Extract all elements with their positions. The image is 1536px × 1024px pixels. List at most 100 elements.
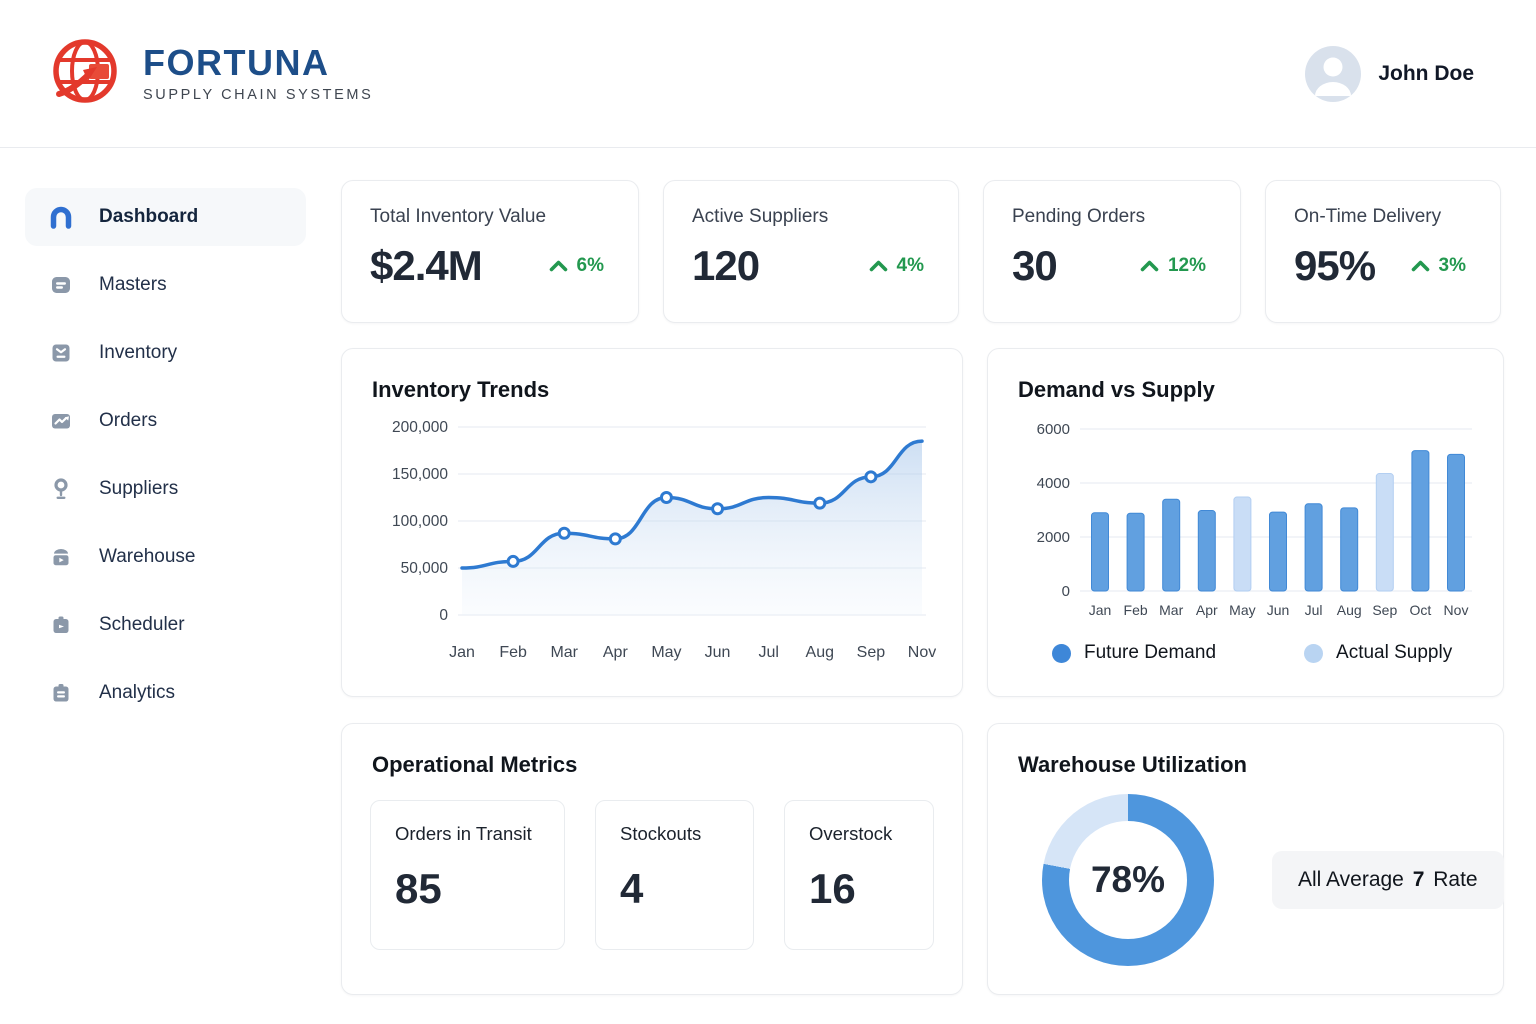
- kpi-card-pending-orders: Pending Orders 30 12%: [983, 180, 1241, 323]
- user-name: John Doe: [1378, 61, 1474, 85]
- svg-text:Jun: Jun: [1267, 602, 1290, 618]
- sidebar-item-label: Inventory: [99, 342, 178, 363]
- metric-label: Orders in Transit: [395, 823, 532, 844]
- sidebar-item-label: Analytics: [99, 682, 176, 703]
- suppliers-icon: [49, 477, 73, 501]
- svg-text:Oct: Oct: [1410, 602, 1432, 618]
- svg-text:Sep: Sep: [857, 644, 886, 661]
- chart-title: Inventory Trends: [372, 377, 550, 402]
- note-value: 7: [1412, 868, 1425, 891]
- metric-value: 16: [808, 865, 856, 912]
- svg-text:4000: 4000: [1037, 475, 1070, 492]
- note-suffix: Rate: [1433, 868, 1478, 891]
- svg-text:Aug: Aug: [806, 644, 834, 661]
- globe-arrow-logo-icon: [45, 31, 125, 116]
- chart-title: Warehouse Utilization: [1018, 752, 1247, 777]
- svg-text:Jun: Jun: [705, 644, 731, 661]
- inventory-trends-card: Inventory Trends 0 50,000 100,000 150,000 20…: [341, 348, 963, 697]
- kpi-label: On-Time Delivery: [1294, 206, 1442, 227]
- sidebar-item-suppliers[interactable]: Suppliers: [25, 460, 306, 518]
- svg-text:6000: 6000: [1037, 421, 1070, 438]
- svg-text:Feb: Feb: [1124, 602, 1148, 618]
- kpi-card-total-inventory-value: Total Inventory Value $2.4M 6%: [341, 180, 639, 323]
- future-demand-dot-icon: [1052, 643, 1071, 663]
- avatar[interactable]: [1305, 45, 1362, 102]
- kpi-value: 120: [692, 242, 760, 289]
- svg-text:200,000: 200,000: [392, 419, 448, 436]
- legend-item-future-demand: Future Demand: [1052, 642, 1216, 664]
- kpi-card-active-suppliers: Active Suppliers 120 4%: [663, 180, 959, 323]
- brand-text: FORTUNA SUPPLY CHAIN SYSTEMS: [143, 41, 374, 103]
- kpi-change-value: 4%: [896, 255, 924, 276]
- kpi-change-value: 3%: [1438, 255, 1466, 276]
- svg-text:2000: 2000: [1037, 529, 1070, 546]
- sidebar-item-warehouse[interactable]: Warehouse: [25, 528, 306, 586]
- sidebar-item-orders[interactable]: Orders: [25, 392, 306, 450]
- svg-text:May: May: [1229, 602, 1255, 618]
- metric-label: Overstock: [808, 823, 893, 844]
- kpi-change-value: 12%: [1167, 255, 1206, 276]
- trend-up-icon: [1411, 260, 1429, 272]
- svg-text:Sep: Sep: [1372, 602, 1397, 618]
- metric-box-stockouts: Stockouts 4: [595, 800, 754, 950]
- svg-text:50,000: 50,000: [401, 560, 449, 577]
- orders-icon: [49, 409, 73, 433]
- metric-box-orders-in-transit: Orders in Transit 85: [370, 800, 565, 950]
- demand-vs-supply-bar-chart: 0 2000 4000 6000 Jan Feb Mar Apr May Jun Jul Aug Sep…: [1037, 421, 1472, 618]
- warehouse-icon: [49, 545, 73, 569]
- utilization-note-pill: All Average 7 Rate: [1272, 851, 1504, 909]
- svg-text:Mar: Mar: [550, 644, 578, 661]
- svg-text:150,000: 150,000: [392, 466, 448, 483]
- sidebar-item-inventory[interactable]: Inventory: [25, 324, 306, 382]
- kpi-label: Total Inventory Value: [370, 206, 547, 227]
- svg-text:Nov: Nov: [908, 644, 936, 661]
- kpi-change-badge: 12%: [1139, 255, 1206, 277]
- svg-text:Nov: Nov: [1444, 602, 1469, 618]
- sidebar-item-dashboard[interactable]: Dashboard: [25, 188, 306, 246]
- trend-up-icon: [549, 260, 567, 272]
- trend-up-icon: [869, 260, 887, 272]
- inventory-trends-line-chart: 0 50,000 100,000 150,000 200,000 Jan Feb Mar Apr…: [392, 419, 936, 661]
- user-menu[interactable]: John Doe: [1305, 45, 1474, 102]
- top-header: FORTUNA SUPPLY CHAIN SYSTEMS John Doe: [0, 0, 1536, 148]
- note-prefix: All Average: [1298, 868, 1404, 891]
- dashboard-icon: [49, 205, 73, 229]
- metric-value: 4: [620, 865, 644, 912]
- donut-percentage: 78%: [1090, 859, 1166, 900]
- warehouse-utilization-donut-chart: 78%: [1042, 794, 1214, 966]
- sidebar-item-analytics[interactable]: Analytics: [25, 664, 306, 722]
- svg-text:Jan: Jan: [1089, 602, 1112, 618]
- svg-text:Feb: Feb: [499, 644, 527, 661]
- kpi-card-on-time-delivery: On-Time Delivery 95% 3%: [1265, 180, 1501, 323]
- trend-up-icon: [1140, 260, 1159, 272]
- scheduler-icon: [49, 613, 73, 637]
- legend-item-actual-supply: Actual Supply: [1304, 642, 1452, 664]
- demand-vs-supply-card: Demand vs Supply 0 2000 4000 6000 Jan Feb Mar A…: [987, 348, 1504, 697]
- warehouse-utilization-card: Warehouse Utilization 78% All Average 7 …: [987, 723, 1504, 995]
- kpi-label: Pending Orders: [1012, 206, 1146, 227]
- chart-legend: Future Demand Actual Supply: [1052, 642, 1475, 664]
- kpi-label: Active Suppliers: [692, 206, 829, 227]
- kpi-change-badge: 3%: [1410, 255, 1466, 277]
- section-title: Operational Metrics: [372, 752, 578, 777]
- legend-label: Actual Supply: [1336, 642, 1453, 663]
- svg-text:0: 0: [439, 607, 448, 624]
- brand-tagline: SUPPLY CHAIN SYSTEMS: [143, 86, 374, 103]
- operational-metrics-card: Operational Metrics Orders in Transit 85…: [341, 723, 963, 995]
- kpi-value: $2.4M: [370, 242, 483, 289]
- kpi-change-badge: 4%: [868, 255, 924, 277]
- sidebar-item-masters[interactable]: Masters: [25, 256, 306, 314]
- svg-text:Apr: Apr: [603, 644, 629, 661]
- brand-name: FORTUNA: [143, 41, 330, 83]
- metric-label: Stockouts: [620, 823, 702, 844]
- sidebar-item-label: Dashboard: [99, 206, 199, 227]
- actual-supply-dot-icon: [1304, 643, 1324, 663]
- svg-text:0: 0: [1062, 583, 1070, 600]
- kpi-row: Total Inventory Value $2.4M 6% Active Su…: [341, 180, 1501, 323]
- svg-text:Aug: Aug: [1337, 602, 1362, 618]
- sidebar-item-scheduler[interactable]: Scheduler: [25, 596, 306, 654]
- sidebar-item-label: Scheduler: [99, 614, 185, 635]
- sidebar-item-label: Warehouse: [99, 546, 196, 567]
- svg-text:Jan: Jan: [449, 644, 475, 661]
- sidebar-item-label: Suppliers: [99, 478, 179, 499]
